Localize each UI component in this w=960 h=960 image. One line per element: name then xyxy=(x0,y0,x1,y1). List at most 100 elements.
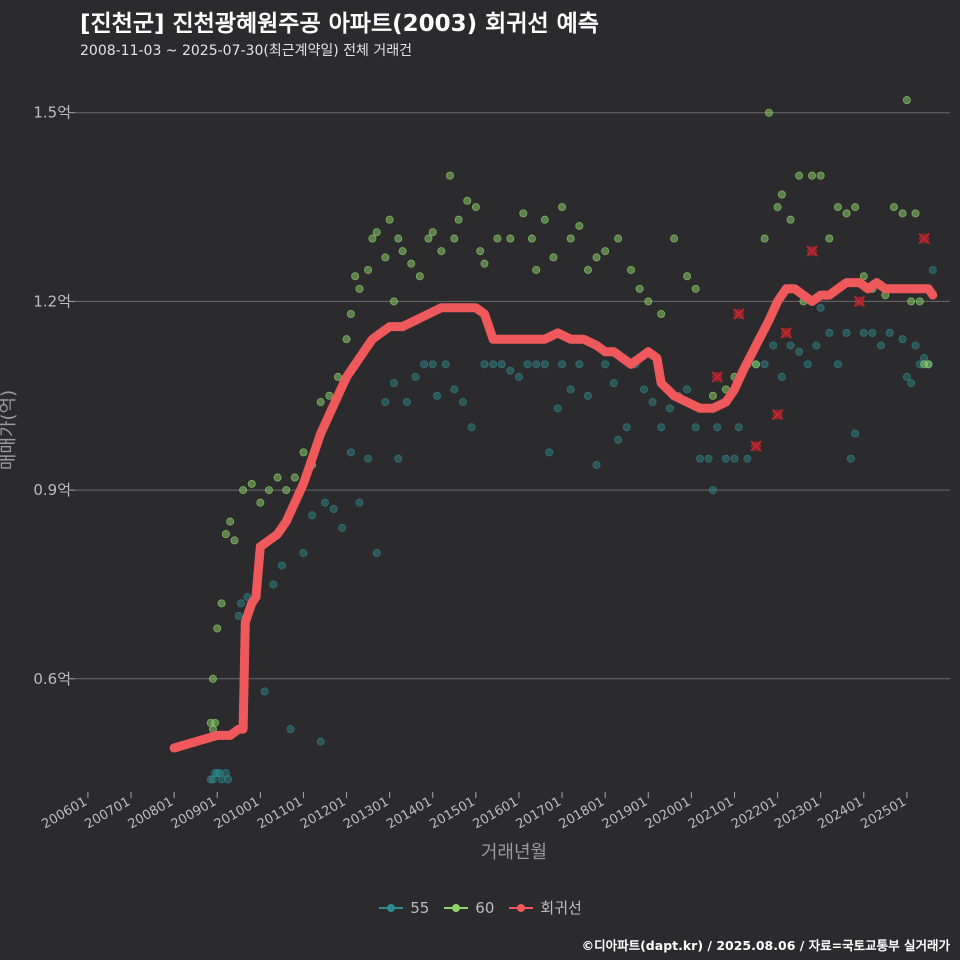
series-55-point xyxy=(433,391,442,400)
x-tick-label: 201401 xyxy=(384,794,434,832)
legend-item-60[interactable]: 60 xyxy=(443,897,494,918)
series-55-point xyxy=(911,341,920,350)
series-55-point xyxy=(480,360,489,369)
series-60-point xyxy=(493,234,502,243)
legend-item-55[interactable]: 55 xyxy=(378,897,429,918)
series-60-point xyxy=(859,272,868,281)
series-55-point xyxy=(355,498,364,507)
series-60-point xyxy=(213,624,222,633)
series-55-point xyxy=(777,372,786,381)
series-55-point xyxy=(696,454,705,463)
series-55-point xyxy=(902,372,911,381)
series-55-point xyxy=(846,454,855,463)
series-55-point xyxy=(825,328,834,337)
series-55-point xyxy=(381,398,390,407)
series-60-point xyxy=(239,486,248,495)
series-60-point xyxy=(355,284,364,293)
series-60-point xyxy=(558,203,567,212)
x-tick-label: 202101 xyxy=(686,794,736,832)
x-tick-label: 201601 xyxy=(470,794,520,832)
series-55-point xyxy=(489,360,498,369)
series-60-point xyxy=(282,486,291,495)
series-60-point xyxy=(889,203,898,212)
series-55-point xyxy=(458,398,467,407)
series-60-point xyxy=(437,247,446,256)
series-60-point xyxy=(389,297,398,306)
series-60-point xyxy=(230,536,239,545)
series-60-point xyxy=(299,448,308,457)
series-55-point xyxy=(206,775,215,784)
y-tick-label: 1.5억 xyxy=(33,104,71,122)
outlier-cross xyxy=(853,295,866,308)
series-60-point xyxy=(208,674,217,683)
series-60-point xyxy=(907,297,916,306)
series-55-point xyxy=(532,360,541,369)
x-tick-label: 202401 xyxy=(815,794,865,832)
series-60-point xyxy=(346,309,355,318)
series-55-point xyxy=(450,385,459,394)
series-60-point xyxy=(256,498,265,507)
series-55-point xyxy=(743,454,752,463)
series-60-point xyxy=(911,209,920,218)
series-55-point xyxy=(622,423,631,432)
series-60-point xyxy=(764,108,773,117)
series-55-point xyxy=(566,385,575,394)
series-55-point xyxy=(372,549,381,558)
series-60-points xyxy=(206,96,933,734)
series-55-point xyxy=(592,460,601,469)
legend-label-60: 60 xyxy=(475,898,495,917)
y-tick-labels: 0.6억 0.9억 1.2억 1.5억 xyxy=(33,104,71,688)
outlier-cross xyxy=(711,371,723,383)
series-55-point xyxy=(614,435,623,444)
series-60-point xyxy=(527,234,536,243)
series-55-point xyxy=(648,398,657,407)
series-55-point xyxy=(316,737,325,746)
outlier-cross xyxy=(771,408,784,421)
series-55-point xyxy=(877,341,886,350)
series-60-point xyxy=(424,234,433,243)
series-55-point xyxy=(795,347,804,356)
series-55-point xyxy=(683,385,692,394)
series-55-point xyxy=(286,725,295,734)
series-60-point xyxy=(290,473,299,482)
legend-label-55: 55 xyxy=(410,898,430,917)
y-tick-label: 0.9억 xyxy=(33,481,71,499)
series-60-point xyxy=(752,360,761,369)
x-tick-label: 200801 xyxy=(126,794,176,832)
series-55-point xyxy=(842,328,851,337)
series-55-point xyxy=(467,423,476,432)
series-55-point xyxy=(558,360,567,369)
series-60-point xyxy=(264,486,273,495)
legend-item-regression[interactable]: 회귀선 xyxy=(508,897,582,918)
y-axis-label: 매매가(억) xyxy=(0,390,19,470)
series-55-point xyxy=(420,360,429,369)
series-60-point xyxy=(902,96,911,105)
series-60-point xyxy=(825,234,834,243)
x-tick-label: 201001 xyxy=(212,794,262,832)
series-60-point xyxy=(394,234,403,243)
series-60-point xyxy=(898,209,907,218)
series-60-point xyxy=(342,335,351,344)
series-60-point xyxy=(316,398,325,407)
series-55-point xyxy=(833,360,842,369)
regression-line-group xyxy=(169,278,938,753)
series-60-point xyxy=(415,272,424,281)
legend-label-regression: 회귀선 xyxy=(540,899,582,917)
series-55-point xyxy=(898,335,907,344)
series-60-point xyxy=(519,209,528,218)
series-60-point xyxy=(351,272,360,281)
series-60-point xyxy=(364,265,373,274)
series-55-point xyxy=(217,775,226,784)
series-60-point xyxy=(644,297,653,306)
series-60-point xyxy=(221,530,230,539)
series-55-point xyxy=(540,360,549,369)
series-55-point xyxy=(497,360,506,369)
chart-title: [진천군] 진천광혜원주공 아파트(2003) 회귀선 예측 xyxy=(80,11,599,37)
series-60-point xyxy=(381,253,390,262)
series-60-point xyxy=(372,228,381,237)
outlier-cross xyxy=(750,440,762,452)
series-55-point xyxy=(583,391,592,400)
series-60-point xyxy=(407,259,416,268)
series-60-point xyxy=(450,234,459,243)
series-55-point xyxy=(885,328,894,337)
